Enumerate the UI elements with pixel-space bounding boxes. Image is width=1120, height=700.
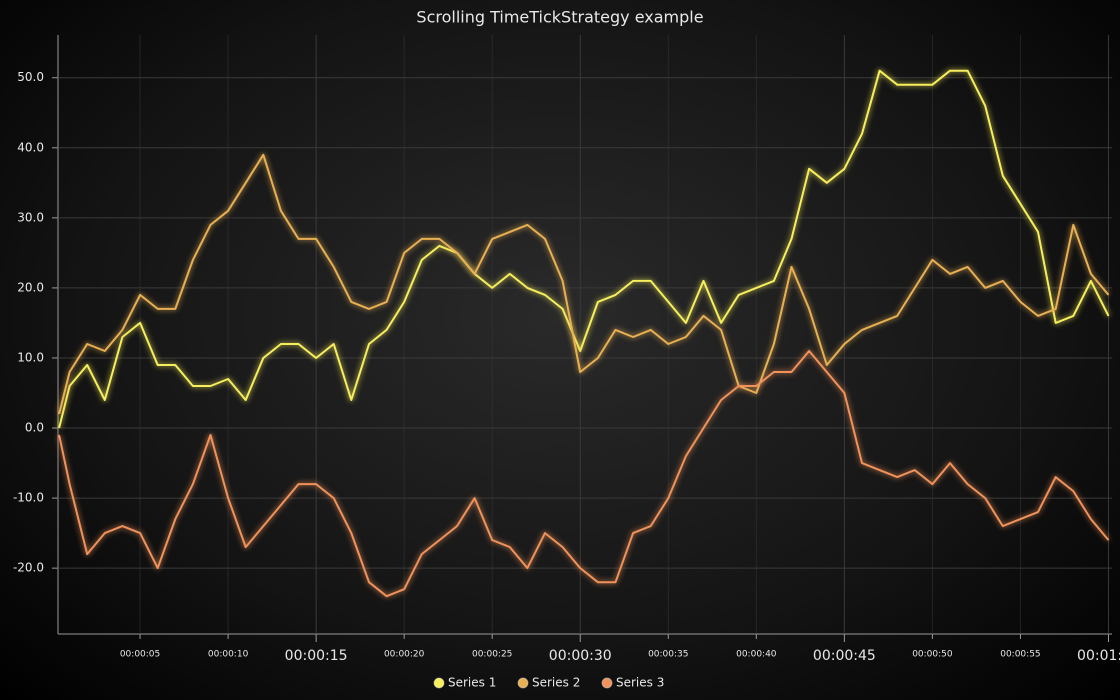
x-tick-label: 00:00:05 [120, 650, 160, 660]
legend-swatch [601, 677, 613, 689]
y-tick-label: -10.0 [13, 491, 44, 505]
x-tick-label: 00:00:30 [549, 648, 612, 664]
chart-title: Scrolling TimeTickStrategy example [416, 8, 703, 27]
x-tick-label: 00:00:50 [912, 650, 953, 660]
series-line [58, 350, 1110, 598]
y-tick-label: 20.0 [17, 280, 44, 294]
x-tick-label: 00:00:15 [285, 648, 348, 664]
legend-label: Series 3 [616, 676, 664, 690]
x-tick-label: 00:00:20 [384, 650, 425, 660]
legend-swatch [433, 677, 445, 689]
y-tick-label: 10.0 [17, 350, 44, 364]
x-tick-label: 00:00:55 [1000, 650, 1040, 660]
grid [58, 35, 1112, 634]
x-tick-label: 00:00:25 [472, 650, 512, 660]
legend-swatch [517, 677, 529, 689]
y-tick-label: 30.0 [17, 210, 44, 224]
x-tick-label: 00:01:00 [1077, 648, 1120, 664]
y-tick-label: 40.0 [17, 140, 44, 154]
y-tick-label: 0.0 [25, 421, 44, 435]
legend-label: Series 2 [532, 676, 580, 690]
series-line [58, 69, 1110, 429]
x-tick-label: 00:00:40 [736, 650, 777, 660]
x-tick-label: 00:00:35 [648, 650, 688, 660]
legend-label: Series 1 [448, 676, 496, 690]
y-tick-label: -20.0 [13, 561, 44, 575]
x-tick-label: 00:00:45 [813, 648, 876, 664]
series-line [58, 153, 1110, 415]
y-tick-label: 50.0 [17, 70, 44, 84]
x-tick-label: 00:00:10 [208, 650, 249, 660]
